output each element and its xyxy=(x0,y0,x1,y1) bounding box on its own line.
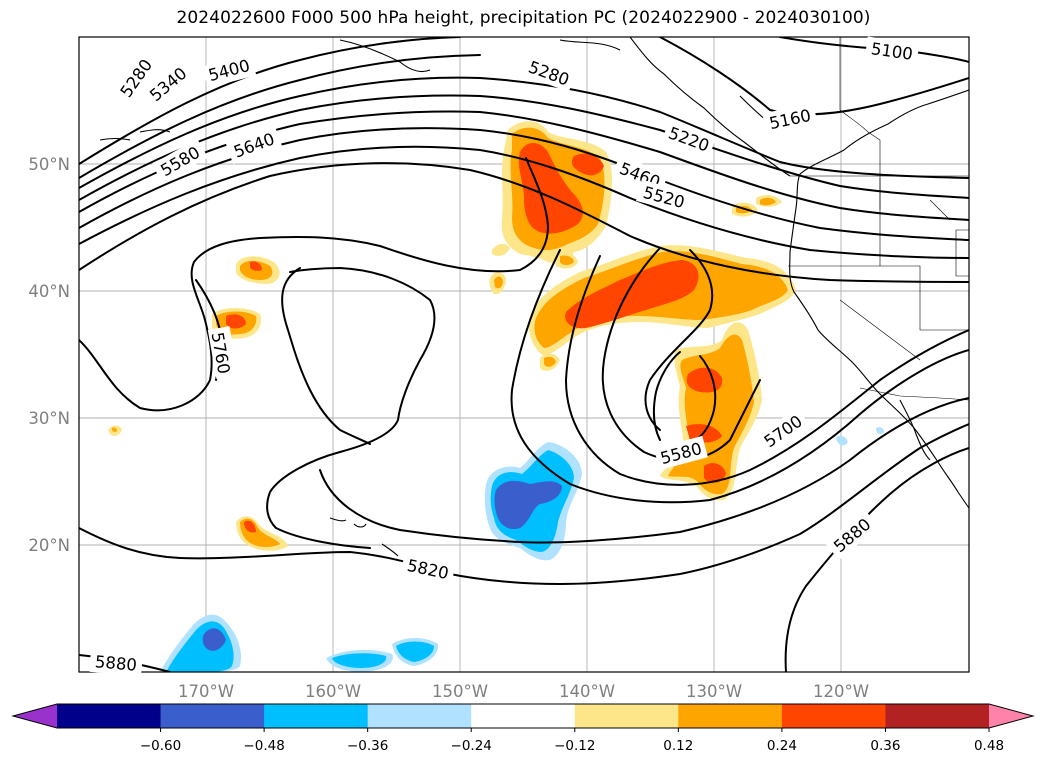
colorbar-tick-label: 0.12 xyxy=(663,738,693,754)
colorbar-tick-label: −0.48 xyxy=(243,738,284,754)
colorbar-cell xyxy=(367,704,472,728)
colorbar-tick-label: −0.24 xyxy=(451,738,492,754)
lon-tick-labels: 170°W 160°W 150°W 140°W 130°W 120°W xyxy=(178,682,869,701)
colorbar-cell xyxy=(678,704,783,728)
colorbar-tick-label: 0.48 xyxy=(974,738,1004,754)
plot-frame xyxy=(78,36,970,673)
precip-blob-north-red xyxy=(518,143,583,234)
colorbar-tick-label: −0.36 xyxy=(347,738,388,754)
contour-label: 5880 xyxy=(94,652,137,675)
colorbar-cell xyxy=(471,704,576,728)
colorbar: −0.60 −0.48 −0.36 −0.24 −0.12 0.12 0.24 0.36 0.4… xyxy=(11,703,1035,754)
precip-blob-central-red xyxy=(565,260,699,329)
colorbar-tick-label: 0.24 xyxy=(767,738,797,754)
colorbar-tick-label: −0.12 xyxy=(554,738,595,754)
lat-tick: 40°N xyxy=(28,282,70,301)
political-borders xyxy=(788,37,969,401)
colorbar-cell xyxy=(57,704,162,728)
map-title: 2024022600 F000 500 hPa height, precipit… xyxy=(176,8,871,28)
lon-tick: 160°W xyxy=(305,682,361,701)
lat-tick: 30°N xyxy=(28,409,70,428)
colorbar-tick-label: −0.60 xyxy=(140,738,181,754)
precip-blob-north-red2 xyxy=(572,153,604,176)
lat-tick: 20°N xyxy=(28,536,70,555)
lon-tick: 130°W xyxy=(686,682,742,701)
colorbar-cell xyxy=(781,704,886,728)
colorbar-outline xyxy=(11,703,1035,729)
precip-negative-anomalies xyxy=(160,427,884,672)
colorbar-cell xyxy=(160,704,265,728)
colorbar-tick-label: 0.36 xyxy=(870,738,900,754)
precip-positive-anomalies xyxy=(108,121,796,551)
colorbar-extend-left xyxy=(13,704,57,728)
colorbar-extend-right xyxy=(989,704,1033,728)
lat-tick-labels: 20°N 30°N 40°N 50°N xyxy=(28,155,70,555)
lon-tick: 170°W xyxy=(178,682,234,701)
lon-tick: 120°W xyxy=(813,682,869,701)
colorbar-cell xyxy=(264,704,369,728)
lon-tick: 150°W xyxy=(432,682,488,701)
colorbar-cell xyxy=(885,704,990,728)
lat-tick: 50°N xyxy=(28,155,70,174)
coastlines xyxy=(99,37,969,557)
colorbar-cell xyxy=(574,704,679,728)
lon-tick: 140°W xyxy=(559,682,615,701)
